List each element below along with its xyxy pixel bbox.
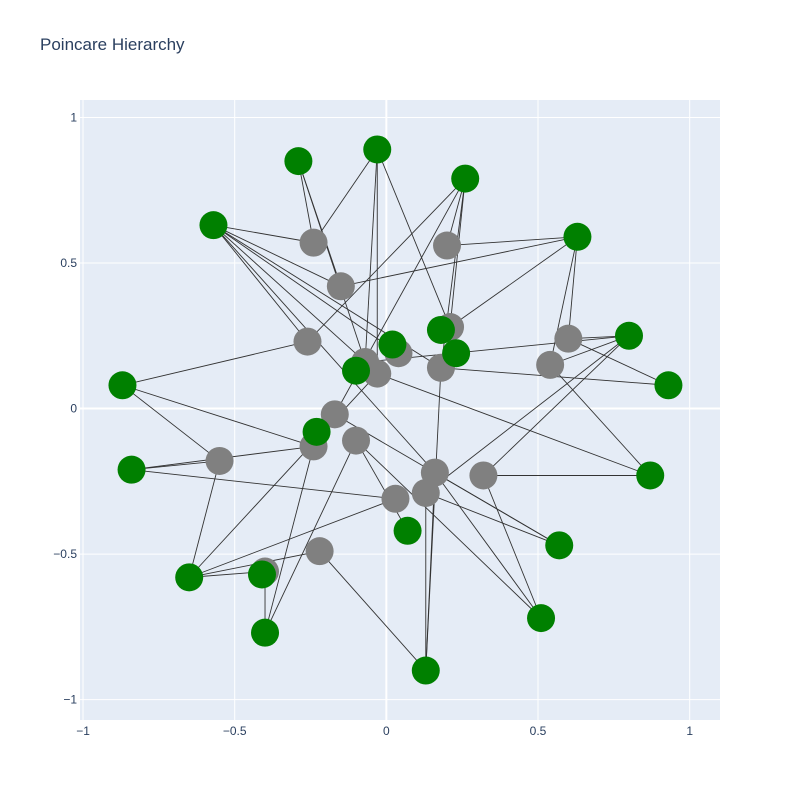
internal-node-point: [536, 350, 565, 379]
internal-node-point: [433, 231, 462, 260]
edge-line: [549, 335, 630, 366]
leaf-node-point: [426, 315, 455, 344]
leaf-node-point: [175, 563, 204, 592]
tick-labels: −1 −0.5 0 0.5 1 −1 −0.5 0 0.5 1: [53, 110, 693, 738]
edge-line: [483, 335, 630, 476]
edge-line: [334, 413, 560, 546]
internal-node-point: [299, 228, 328, 257]
x-tick-label: 1: [686, 724, 693, 738]
internal-node-point: [205, 446, 234, 475]
leaf-node-point: [411, 656, 440, 685]
edge-line: [434, 472, 542, 619]
leaf-node-point: [563, 222, 592, 251]
chart-title: Poincare Hierarchy: [40, 35, 185, 54]
edge-line: [425, 492, 560, 546]
leaf-node-point: [545, 531, 574, 560]
leaf-node-point: [284, 147, 313, 176]
edge-line: [377, 373, 651, 476]
edge-line: [122, 384, 314, 447]
internal-node-point: [411, 478, 440, 507]
internal-node-point: [363, 359, 392, 388]
grid-lines: [80, 100, 720, 720]
edge-line: [189, 498, 396, 578]
x-tick-label: 0.5: [530, 724, 547, 738]
y-tick-label: 0.5: [60, 256, 77, 270]
edge-line: [131, 469, 396, 500]
x-tick-label: −1: [76, 724, 90, 738]
leaf-node-point: [363, 135, 392, 164]
edge-line: [449, 236, 578, 328]
internal-node-point: [342, 426, 371, 455]
edge-line: [355, 440, 408, 532]
edge-line: [264, 440, 357, 633]
plot-area: [80, 100, 720, 720]
edge-line: [319, 550, 427, 671]
edge-line: [122, 341, 308, 386]
edge-line: [213, 224, 366, 363]
leaf-node-point: [302, 417, 331, 446]
nodes: [108, 135, 683, 685]
edge-line: [425, 335, 630, 494]
edge-line: [549, 364, 651, 476]
edge-line: [213, 224, 314, 244]
edge-line: [307, 178, 466, 342]
edge-line: [364, 149, 378, 362]
x-tick-label: 0: [383, 724, 390, 738]
edge-line: [188, 460, 220, 578]
edge-line: [355, 440, 542, 619]
internal-node-point: [381, 484, 410, 513]
edge-line: [213, 224, 308, 342]
leaf-node-point: [199, 211, 228, 240]
leaf-node-point: [527, 604, 556, 633]
y-tick-label: −0.5: [53, 547, 77, 561]
edge-line: [568, 338, 669, 386]
leaf-node-point: [342, 356, 371, 385]
internal-node-point: [320, 400, 349, 429]
edge-line: [376, 149, 451, 328]
edge-line: [213, 224, 399, 354]
edge-line: [122, 384, 220, 462]
edge-line: [213, 224, 342, 287]
edge-line: [482, 475, 542, 619]
internal-node-point: [469, 461, 498, 490]
edge-line: [425, 472, 436, 671]
leaf-node-point: [378, 330, 407, 359]
leaf-node-point: [393, 516, 422, 545]
leaf-node-point: [247, 560, 276, 589]
leaf-node-point: [654, 371, 683, 400]
leaf-node-point: [108, 371, 137, 400]
leaf-node-point: [251, 618, 280, 647]
edge-line: [567, 236, 578, 339]
edge-line: [264, 446, 314, 633]
internal-node-point: [554, 324, 583, 353]
leaf-node-point: [636, 461, 665, 490]
edge-line: [297, 160, 366, 363]
internal-node-point: [293, 327, 322, 356]
x-tick-label: −0.5: [223, 724, 247, 738]
edge-line: [446, 236, 578, 246]
leaf-node-point: [117, 455, 146, 484]
leaf-node-point: [451, 164, 480, 193]
y-tick-label: 0: [70, 402, 77, 416]
edge-line: [313, 149, 378, 243]
edge-line: [340, 236, 578, 287]
edge-line: [213, 224, 436, 473]
edge-line: [131, 460, 220, 471]
y-tick-label: 1: [70, 110, 77, 124]
leaf-node-point: [442, 339, 471, 368]
y-tick-label: −1: [63, 693, 77, 707]
internal-node-point: [326, 272, 355, 301]
leaf-node-point: [615, 321, 644, 350]
internal-node-point: [305, 537, 334, 566]
